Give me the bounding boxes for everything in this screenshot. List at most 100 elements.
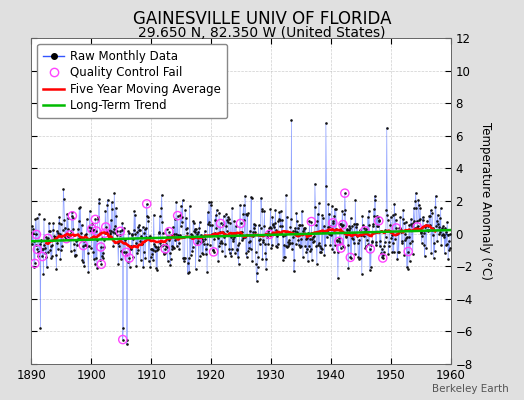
Point [437,242,445,248]
Point [139,264,147,270]
Point [312,222,320,228]
Point [258,256,267,262]
Point [79,259,87,266]
Point [86,228,94,234]
Point [346,225,354,232]
Point [388,231,396,238]
Point [381,234,390,240]
Point [250,225,258,231]
Point [365,208,373,214]
Point [72,238,81,244]
Point [321,228,329,234]
Point [116,228,125,234]
Point [163,258,172,264]
Point [380,238,389,245]
Point [241,234,249,240]
Point [169,245,178,251]
Point [269,221,277,228]
Point [248,258,256,264]
Point [263,230,271,237]
Point [370,192,379,199]
Point [215,210,223,216]
Point [348,229,357,236]
Point [102,224,110,230]
Point [401,230,409,237]
Point [333,238,341,244]
Point [99,255,107,262]
Point [84,250,92,256]
Point [160,251,168,257]
Point [161,243,170,250]
Point [435,231,443,237]
Point [402,264,411,270]
Point [412,217,421,224]
Point [238,235,247,242]
Point [341,190,349,196]
Point [92,228,101,234]
Point [439,230,447,237]
Point [77,234,85,241]
Point [248,233,257,239]
Point [169,224,177,231]
Point [279,257,287,264]
Point [264,228,272,234]
Point [93,265,101,271]
Point [431,204,439,210]
Point [385,243,393,250]
Point [109,243,117,250]
Point [140,230,148,236]
Point [99,249,107,256]
Point [36,241,44,248]
Point [405,234,413,240]
Point [206,202,215,208]
Point [46,228,54,235]
Point [117,227,126,233]
Point [205,242,214,248]
Point [227,246,236,252]
Point [436,205,445,212]
Point [305,218,313,224]
Point [145,258,153,264]
Point [264,241,272,248]
Point [227,252,235,259]
Point [325,210,334,217]
Point [89,227,97,233]
Point [400,252,408,258]
Point [157,243,165,250]
Point [71,252,79,258]
Point [379,248,388,255]
Point [254,254,262,260]
Point [303,246,311,252]
Point [422,245,430,252]
Point [381,227,389,234]
Point [153,266,161,273]
Point [97,234,106,241]
Point [198,250,206,257]
Point [156,213,164,220]
Point [259,237,268,244]
Point [178,218,186,225]
Point [159,242,167,248]
Point [320,223,328,229]
Point [244,238,253,245]
Point [168,243,177,249]
Point [101,230,109,236]
Point [390,210,399,217]
Point [362,243,370,249]
Point [404,248,412,255]
Point [208,222,216,229]
Point [265,231,274,238]
Point [102,229,111,235]
Point [255,236,263,243]
Point [441,250,449,256]
Point [158,218,167,225]
Point [38,246,46,252]
Point [352,221,360,227]
Point [174,232,182,238]
Point [64,226,72,233]
Point [175,246,183,252]
Point [368,239,376,245]
Point [339,243,347,249]
Point [122,249,130,256]
Point [216,220,225,227]
